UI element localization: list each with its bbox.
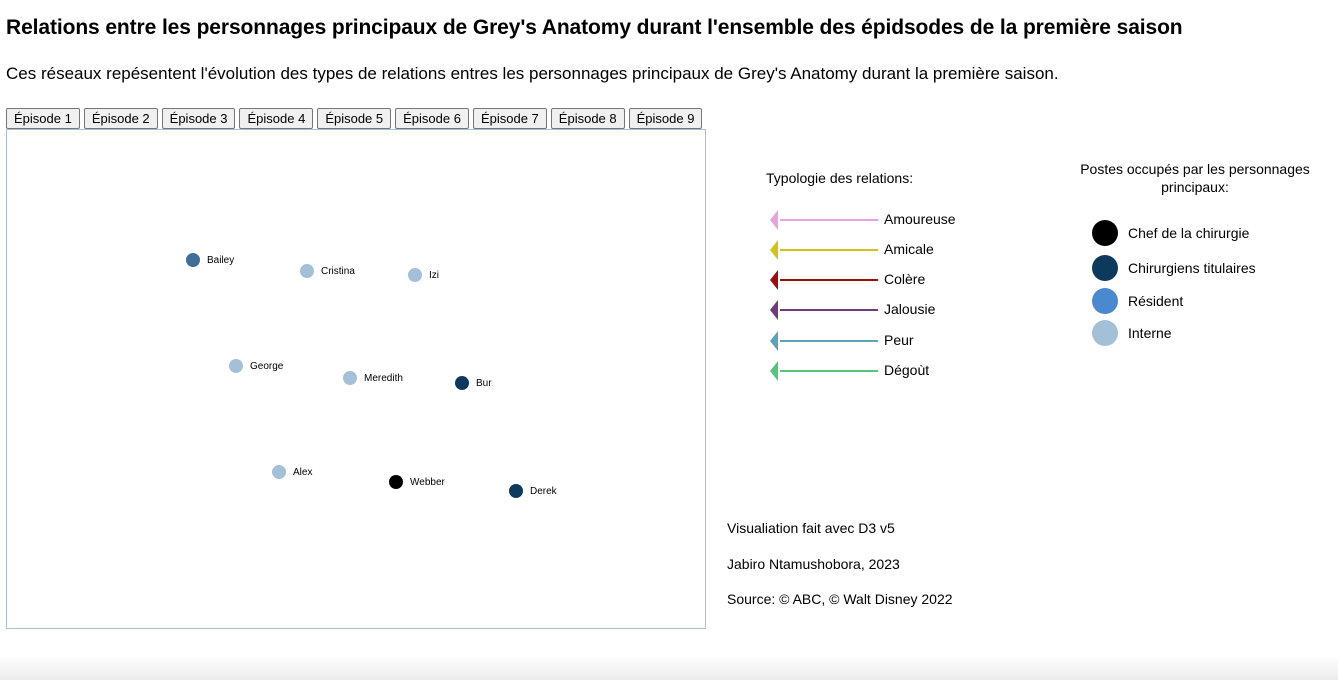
node-cristina[interactable]: Cristina: [300, 264, 355, 278]
credit-author: Jabiro Ntamushobora, 2023: [727, 556, 900, 572]
node-circle: [186, 253, 200, 267]
tab-episode-4[interactable]: Épisode 4: [239, 108, 314, 129]
node-circle: [343, 371, 357, 385]
circle-icon: [1092, 255, 1118, 281]
circle-icon: [1092, 320, 1118, 346]
node-label: Derek: [530, 486, 558, 497]
legend-label: Peur: [884, 332, 914, 348]
network-svg: Bailey Cristina Izi George Meredith Bur …: [186, 253, 558, 498]
postes-legend: Postes occupés par les personnages princ…: [1070, 158, 1320, 358]
node-bailey[interactable]: Bailey: [186, 253, 234, 267]
legend-item-amicale: Amicale: [768, 240, 1008, 260]
arrow-left-icon: [770, 270, 878, 290]
legend-item-resident: Résident: [1092, 288, 1322, 316]
circle-icon: [1092, 288, 1118, 314]
node-alex[interactable]: Alex: [272, 465, 312, 479]
node-circle: [389, 475, 403, 489]
legend-item-colere: Colère: [768, 270, 1008, 290]
legend-item-titulaires: Chirurgiens titulaires: [1092, 255, 1322, 283]
node-meredith[interactable]: Meredith: [343, 371, 403, 385]
node-label: Izi: [429, 270, 439, 281]
relations-legend: Typologie des relations: Amoureuse Amica…: [760, 160, 1020, 400]
tab-episode-1[interactable]: Épisode 1: [6, 108, 80, 129]
tab-episode-6[interactable]: Épisode 6: [395, 108, 469, 129]
legend-label: Interne: [1128, 325, 1172, 341]
node-circle: [229, 359, 243, 373]
node-label: Bur: [476, 378, 492, 389]
arrow-left-icon: [770, 300, 878, 320]
legend-label: Chirurgiens titulaires: [1128, 260, 1256, 276]
legend-arrowhead: [770, 270, 778, 290]
tab-episode-3[interactable]: Épisode 3: [161, 108, 236, 129]
tab-episode-9[interactable]: Épisode 9: [628, 108, 703, 129]
node-george[interactable]: George: [229, 359, 284, 373]
arrow-left-icon: [770, 210, 878, 230]
network-graph: Bailey Cristina Izi George Meredith Bur …: [6, 129, 706, 629]
legend-item-jalousie: Jalousie: [768, 300, 1008, 320]
node-circle: [408, 268, 422, 282]
legend-arrowhead: [770, 331, 778, 351]
legend-item-interne: Interne: [1092, 320, 1322, 348]
node-label: Alex: [293, 467, 312, 478]
legend-item-chef: Chef de la chirurgie: [1092, 220, 1322, 248]
node-label: Bailey: [207, 255, 234, 266]
legend-label: Amoureuse: [884, 211, 956, 227]
circle-icon: [1092, 220, 1118, 246]
node-derek[interactable]: Derek: [509, 484, 558, 498]
node-label: Cristina: [321, 266, 355, 277]
legend-arrowhead: [770, 300, 778, 320]
node-circle: [455, 376, 469, 390]
legend-item-degout: Dégoùt: [768, 361, 1008, 381]
node-label: Meredith: [364, 373, 403, 384]
legend-label: Résident: [1128, 293, 1184, 309]
node-circle: [300, 264, 314, 278]
legend-item-amoureuse: Amoureuse: [768, 210, 1008, 230]
node-circle: [509, 484, 523, 498]
arrow-left-icon: [770, 331, 878, 351]
legend-label: Colère: [884, 271, 926, 287]
legend-label: Amicale: [884, 241, 934, 257]
credit-tool: Visualiation fait avec D3 v5: [727, 520, 895, 536]
node-label: Webber: [410, 477, 446, 488]
legend-item-peur: Peur: [768, 331, 1008, 351]
episode-tabs: Épisode 1 Épisode 2 Épisode 3 Épisode 4 …: [6, 108, 703, 129]
tab-episode-7[interactable]: Épisode 7: [472, 108, 547, 129]
credit-source: Source: © ABC, © Walt Disney 2022: [727, 591, 953, 607]
page-subtitle: Ces réseaux repésentent l'évolution des …: [6, 64, 1059, 83]
page-bottom-shade: [0, 655, 1338, 680]
arrow-left-icon: [770, 240, 878, 260]
node-circle: [272, 465, 286, 479]
relations-legend-title: Typologie des relations:: [766, 170, 914, 186]
node-bur[interactable]: Bur: [455, 376, 492, 390]
legend-arrowhead: [770, 210, 778, 230]
node-label: George: [250, 361, 284, 372]
page-title: Relations entre les personnages principa…: [6, 16, 1183, 39]
tab-episode-5[interactable]: Épisode 5: [317, 108, 392, 129]
arrow-left-icon: [770, 361, 878, 381]
node-izi[interactable]: Izi: [408, 268, 439, 282]
node-webber[interactable]: Webber: [389, 475, 446, 489]
postes-legend-title: Postes occupés par les personnages princ…: [1080, 161, 1310, 195]
legend-label: Jalousie: [884, 301, 936, 317]
legend-arrowhead: [770, 361, 778, 381]
tab-episode-2[interactable]: Épisode 2: [83, 108, 158, 129]
tab-episode-8[interactable]: Épisode 8: [550, 108, 625, 129]
legend-label: Chef de la chirurgie: [1128, 225, 1250, 241]
legend-arrowhead: [770, 240, 778, 260]
legend-label: Dégoùt: [884, 362, 930, 378]
